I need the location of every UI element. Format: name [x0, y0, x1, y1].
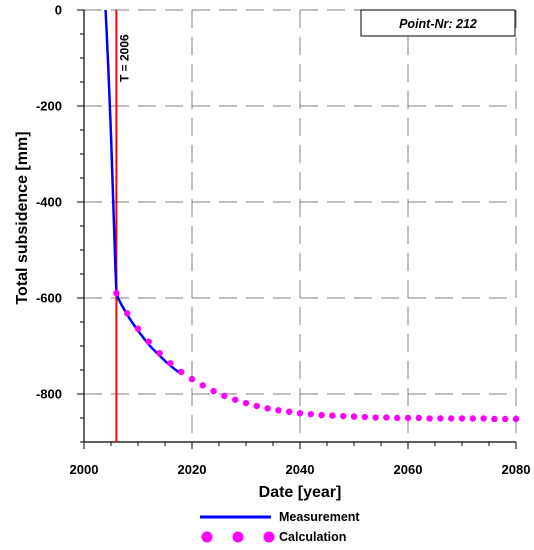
- calculation-point: [275, 407, 282, 414]
- calculation-point: [221, 392, 228, 400]
- calculation-point: [491, 415, 498, 423]
- x-tick-label: 2080: [502, 462, 531, 477]
- calculation-point: [329, 412, 336, 419]
- y-tick-label: -400: [36, 195, 62, 210]
- calculation-point: [296, 410, 304, 417]
- calculation-point: [113, 290, 120, 297]
- calculation-point: [134, 325, 142, 332]
- calculation-point: [264, 405, 271, 412]
- calculation-point: [286, 408, 293, 415]
- point-label-box: Point-Nr: 212: [360, 9, 516, 37]
- calculation-point: [145, 338, 152, 345]
- x-axis-title: Date [year]: [259, 484, 342, 501]
- calculation-point: [188, 375, 196, 383]
- calculation-point: [156, 350, 163, 357]
- y-axis-title: Total subsidence [mm]: [14, 131, 31, 304]
- calculation-point: [437, 415, 444, 422]
- legend-calculation-label: Calculation: [279, 530, 346, 544]
- calculation-point: [512, 415, 520, 423]
- calculation-point: [415, 414, 422, 422]
- calculation-point: [361, 413, 368, 421]
- x-tick-label: 2000: [70, 462, 99, 477]
- point-label: Point-Nr: 212: [399, 17, 477, 31]
- calculation-point: [469, 415, 476, 422]
- calculation-point: [232, 396, 239, 403]
- calculation-point: [167, 360, 174, 367]
- measurement-line: [104, 9, 182, 375]
- point-label-frame: [360, 9, 516, 37]
- y-tick-label: 0: [55, 3, 62, 18]
- calculation-point: [340, 412, 347, 420]
- legend-measurement-label: Measurement: [279, 510, 360, 524]
- legend-calculation-swatch: [201, 531, 275, 543]
- legend: Measurement Calculation: [200, 510, 360, 544]
- calculation-point: [372, 414, 379, 421]
- calculation-point: [242, 399, 250, 407]
- calculation-point: [394, 414, 401, 422]
- calculation-point: [350, 413, 358, 420]
- calculation-point: [502, 415, 509, 423]
- calculation-point: [448, 415, 455, 422]
- x-axis-ticks: 2000 2020 2040 2060 2080: [70, 442, 531, 477]
- calculation-point: [426, 415, 433, 422]
- series-layer: [104, 9, 520, 423]
- calculation-point: [318, 411, 325, 419]
- y-tick-label: -800: [36, 387, 62, 402]
- x-tick-label: 2040: [286, 462, 315, 477]
- y-tick-label: -200: [36, 99, 62, 114]
- calculation-point: [307, 410, 314, 418]
- calculation-point: [178, 368, 185, 376]
- calculation-point: [124, 310, 131, 317]
- calculation-point: [210, 387, 217, 395]
- calculation-point: [199, 382, 206, 389]
- calculation-point: [480, 415, 487, 422]
- calculation-point: [458, 415, 466, 422]
- calculation-point: [404, 414, 412, 422]
- y-tick-label: -600: [36, 291, 62, 306]
- x-tick-label: 2060: [394, 462, 423, 477]
- x-tick-label: 2020: [178, 462, 207, 477]
- y-axis-ticks: 0 -200 -400 -600 -800: [36, 3, 84, 443]
- reference-line-label: T = 2006: [117, 34, 131, 82]
- calculation-point: [253, 402, 260, 410]
- calculation-point: [383, 414, 390, 421]
- grid-lines: [84, 9, 517, 442]
